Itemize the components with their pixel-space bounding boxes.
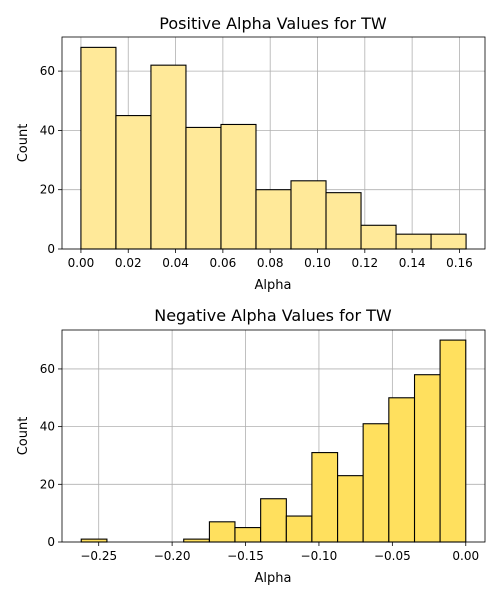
y-tick-label: 60 (40, 64, 55, 78)
plot-frame (61, 36, 486, 250)
y-tick-label: 40 (40, 123, 55, 137)
y-tick-label: 60 (40, 362, 55, 376)
histogram-bar (80, 46, 117, 250)
histogram-bar (311, 452, 339, 543)
histogram-bar (234, 527, 262, 543)
y-axis-label: Count (16, 417, 31, 456)
x-axis-label: Alpha (255, 278, 292, 293)
positive-alpha-histogram: Positive Alpha Values for TW Count Alpha… (16, 14, 486, 293)
x-tick-label: 0.00 (68, 256, 95, 270)
negative-alpha-histogram: Negative Alpha Values for TW Count Alpha… (16, 306, 486, 586)
histogram-bar (430, 233, 467, 250)
histogram-bar (285, 515, 313, 543)
histogram-bar (150, 64, 187, 250)
x-tick-label: 0.00 (452, 549, 479, 563)
histogram-bar (220, 123, 257, 250)
x-tick-label: −0.20 (154, 549, 191, 563)
histogram-bar (395, 233, 432, 250)
histogram-bar (337, 475, 364, 543)
histogram-bar (260, 498, 287, 543)
x-tick-label: −0.05 (374, 549, 411, 563)
histogram-bar (325, 192, 362, 250)
histogram-bar (80, 538, 108, 543)
histogram-bar (183, 538, 210, 543)
histogram-bar (362, 423, 390, 543)
histogram-bar (115, 115, 152, 250)
y-tick-label: 0 (47, 242, 55, 256)
bars (80, 46, 467, 250)
x-tick-label: −0.10 (301, 549, 338, 563)
histogram-bar (290, 180, 327, 250)
x-tick-label: −0.25 (80, 549, 117, 563)
x-tick-label: 0.02 (115, 256, 142, 270)
histogram-bar (413, 374, 441, 543)
y-axis-label: Count (16, 124, 31, 163)
histogram-bar (360, 224, 397, 250)
x-tick-label: 0.08 (257, 256, 284, 270)
x-tick-label: 0.04 (162, 256, 189, 270)
chart-title: Positive Alpha Values for TW (159, 14, 387, 33)
x-tick-label: 0.12 (351, 256, 378, 270)
plot-frame (61, 329, 486, 543)
x-axis-label: Alpha (255, 571, 292, 586)
y-tick-label: 0 (47, 535, 55, 549)
y-tick-label: 40 (40, 420, 55, 434)
histogram-bar (388, 397, 416, 543)
x-tick-label: 0.10 (304, 256, 331, 270)
x-tick-label: 0.14 (399, 256, 426, 270)
histogram-bar (208, 521, 236, 543)
chart-title: Negative Alpha Values for TW (154, 306, 392, 325)
x-tick-label: 0.06 (210, 256, 237, 270)
histogram-bar (255, 189, 292, 250)
y-tick-label: 20 (40, 183, 55, 197)
x-tick-label: −0.15 (227, 549, 264, 563)
histogram-bar (439, 339, 467, 543)
bars (80, 339, 467, 543)
x-tick-label: 0.16 (446, 256, 473, 270)
y-tick-label: 20 (40, 477, 55, 491)
histogram-bar (185, 126, 222, 250)
